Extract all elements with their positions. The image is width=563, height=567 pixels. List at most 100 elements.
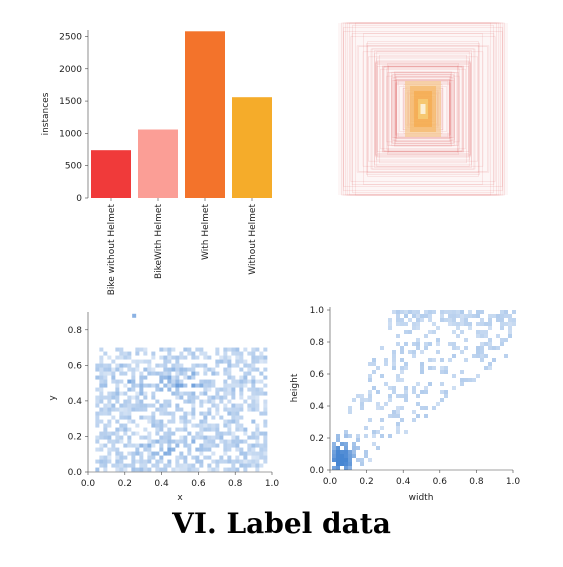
xy-heatmap-cell — [139, 455, 144, 460]
xy-heatmap-cell — [103, 363, 108, 368]
xy-heatmap-cell — [163, 439, 168, 444]
xy-heatmap-cell — [255, 423, 260, 428]
xy-heatmap-cell — [151, 443, 156, 448]
xy-heatmap-cell — [207, 355, 212, 360]
xy-heatmap-cell — [123, 403, 128, 408]
wh-heatmap-cell — [496, 314, 500, 318]
xy-heatmap-cell — [103, 403, 108, 408]
xy-x-tick-label: 0.8 — [228, 479, 243, 489]
wh-heatmap-cell — [404, 314, 408, 318]
label-box — [352, 24, 494, 194]
xy-heatmap-cell — [111, 367, 116, 372]
xy-heatmap-cell — [187, 419, 192, 424]
xy-heatmap-cell — [223, 439, 228, 444]
xy-heatmap-cell — [103, 431, 108, 436]
xy-heatmap-cell — [235, 439, 240, 444]
xy-heatmap-cell — [163, 347, 168, 352]
xy-heatmap-cell — [255, 367, 260, 372]
wh-heatmap-cell — [452, 354, 456, 358]
xy-heatmap-cell — [203, 411, 208, 416]
xy-heatmap-cell — [235, 379, 240, 384]
xy-heatmap-cell — [147, 363, 152, 368]
wh-heatmap-cell — [488, 366, 492, 370]
xy-heatmap-cell — [219, 435, 224, 440]
xy-heatmap-cell — [123, 443, 128, 448]
wh-heatmap-cell — [352, 454, 356, 458]
xy-heatmap-cell — [131, 367, 136, 372]
xy-heatmap-cell — [251, 363, 256, 368]
wh-heatmap-cell — [468, 378, 472, 382]
xy-heatmap-cell — [123, 423, 128, 428]
label-box — [370, 48, 476, 170]
xy-heatmap-y-ticks: 0.0 0.2 0.4 0.6 0.8 — [68, 326, 88, 478]
xy-heatmap-cell — [107, 399, 112, 404]
xy-heatmap-cell — [215, 423, 220, 428]
xy-heatmap-cell — [171, 439, 176, 444]
box-overlay-panel — [338, 22, 508, 196]
wh-heatmap-cell — [448, 342, 452, 346]
wh-heatmap-cell — [380, 426, 384, 430]
wh-heatmap-cell — [392, 410, 396, 414]
label-box — [376, 57, 470, 161]
xy-heatmap-cell — [135, 447, 140, 452]
wh-heatmap-cell — [512, 318, 516, 322]
xy-heatmap-cell — [99, 355, 104, 360]
xy-heatmap-cell — [151, 415, 156, 420]
xy-heatmap-cell — [171, 447, 176, 452]
xy-heatmap-cell — [187, 411, 192, 416]
wh-heatmap-cell — [460, 330, 464, 334]
xy-heatmap-cell — [103, 371, 108, 376]
xy-heatmap-cell — [199, 363, 204, 368]
xy-heatmap-cell — [215, 443, 220, 448]
xy-heatmap-cell — [143, 395, 148, 400]
wh-heatmap-cell — [500, 326, 504, 330]
xy-heatmap-cell — [127, 395, 132, 400]
xy-heatmap-cell — [135, 383, 140, 388]
xy-heatmap-cell — [211, 379, 216, 384]
xy-heatmap-cell — [103, 427, 108, 432]
wh-heatmap-cell — [448, 310, 452, 314]
xy-heatmap-cell — [147, 467, 152, 472]
wh-heatmap-cell — [424, 342, 428, 346]
label-box — [394, 72, 452, 146]
xy-heatmap-cell — [179, 367, 184, 372]
wh-heatmap-cell — [428, 342, 432, 346]
xy-heatmap-cell — [175, 359, 180, 364]
xy-heatmap-cell — [175, 407, 180, 412]
xy-heatmap-cell — [223, 367, 228, 372]
xy-heatmap-cell — [255, 431, 260, 436]
xy-heatmap-cell — [243, 451, 248, 456]
wh-heatmap-cell — [464, 378, 468, 382]
xy-heatmap-cell — [95, 435, 100, 440]
xy-heatmap-cell — [179, 451, 184, 456]
xy-heatmap-cell — [247, 403, 252, 408]
wh-heatmap-cell — [456, 346, 460, 350]
xy-heatmap-cell — [115, 459, 120, 464]
xy-heatmap-cell — [151, 455, 156, 460]
xy-heatmap-cell — [179, 383, 184, 388]
wh-heatmap-cell — [424, 314, 428, 318]
wh-heatmap-cell — [340, 454, 344, 458]
xy-heatmap-cell — [227, 407, 232, 412]
wh-heatmap-cell — [372, 430, 376, 434]
xy-heatmap-cell — [223, 355, 228, 360]
xy-heatmap-cell — [175, 427, 180, 432]
wh-heatmap-cell — [388, 434, 392, 438]
wh-heatmap-cell — [428, 382, 432, 386]
xy-heatmap-cell — [207, 367, 212, 372]
wh-heatmap-cell — [464, 314, 468, 318]
wh-heatmap-cell — [364, 450, 368, 454]
xy-heatmap-cell — [263, 419, 268, 424]
xy-heatmap-cell — [103, 463, 108, 468]
xy-heatmap-cell — [111, 447, 116, 452]
xy-heatmap-cell — [139, 391, 144, 396]
xy-heatmap-cell — [199, 347, 204, 352]
xy-heatmap-cell — [99, 367, 104, 372]
wh-x-tick-label: 0.4 — [396, 477, 411, 487]
xy-heatmap-cell — [147, 435, 152, 440]
wh-heatmap-cell — [416, 382, 420, 386]
xy-heatmap-cell — [195, 431, 200, 436]
xy-heatmap-cell — [103, 443, 108, 448]
xy-heatmap-cell — [127, 451, 132, 456]
wh-heatmap-cell — [444, 318, 448, 322]
